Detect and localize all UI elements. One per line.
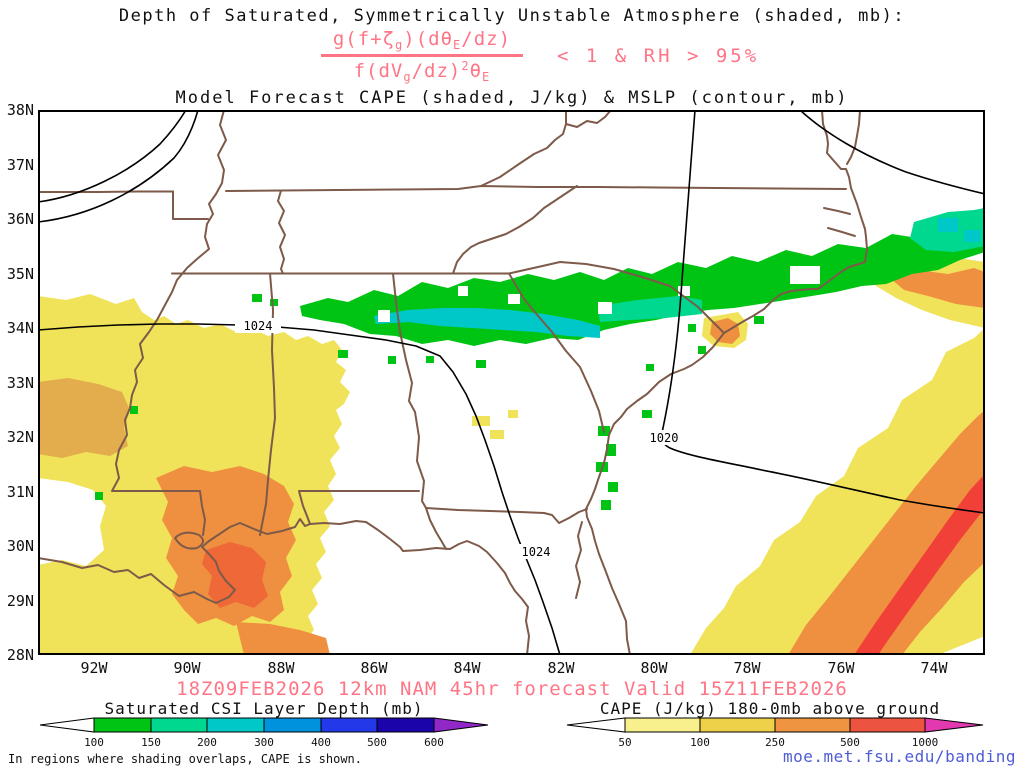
contour-label-1024-south: 1024: [522, 545, 551, 559]
formula-numerator: g(f+ζg)(dθE/dz): [332, 28, 512, 52]
cape-colorbar-segment: [849, 717, 926, 733]
cape-shading: [38, 258, 985, 655]
csi-colorbar-segment: [320, 717, 378, 733]
lat-label: 29N: [6, 592, 34, 610]
cape-spot: [472, 416, 490, 426]
lon-label: 88W: [267, 659, 295, 677]
lon-label: 86W: [360, 659, 388, 677]
lat-label: 30N: [6, 537, 34, 555]
csi-colorbar-segment: [206, 717, 265, 733]
cape-colorbar: [566, 717, 984, 733]
csi-colorbar-arrow-right: [433, 717, 489, 733]
cape-region-west-gold: [38, 378, 130, 458]
lat-label: 32N: [6, 428, 34, 446]
lat-label: 34N: [6, 319, 34, 337]
lat-label: 36N: [6, 210, 34, 228]
cape-west-white-notch: [38, 478, 106, 566]
csi-tick-label: 500: [367, 736, 387, 749]
lon-label: 78W: [733, 659, 761, 677]
page-title: Depth of Saturated, Symmetrically Unstab…: [118, 6, 906, 26]
contour-labels: 1024 1020 1024: [235, 318, 687, 559]
csi-colorbar-segment: [150, 717, 208, 733]
map-canvas: 1024 1020 1024: [38, 110, 985, 655]
csi-colorbar-segment: [93, 717, 152, 733]
csi-tick-label: 300: [254, 736, 274, 749]
formula-denominator: f(dVg/dz)2θE: [353, 59, 491, 84]
subtitle: Model Forecast CAPE (shaded, J/kg) & MSL…: [175, 88, 849, 108]
cape-region-southeast-red: [854, 474, 985, 655]
lon-label: 74W: [920, 659, 948, 677]
csi-formula: g(f+ζg)(dθE/dz) f(dVg/dz)2θE < 1 & RH > …: [40, 28, 1024, 84]
csi-tick-label: 600: [424, 736, 444, 749]
csi-colorbar-arrow-left: [39, 717, 95, 733]
cape-spot: [490, 430, 504, 439]
cape-region-northeast-orange: [890, 268, 985, 308]
lat-label: 33N: [6, 374, 34, 392]
state-borders: [38, 110, 868, 655]
cape-tick-label: 100: [690, 736, 710, 749]
lon-label: 82W: [547, 659, 575, 677]
cape-tick-label: 250: [765, 736, 785, 749]
csi-colorbar-title: Saturated CSI Layer Depth (mb): [104, 699, 424, 718]
csi-colorbar-segment: [376, 717, 435, 733]
csi-colorbar: [39, 717, 489, 733]
fraction-bar: [320, 54, 524, 57]
credit-url[interactable]: moe.met.fsu.edu/banding: [782, 747, 1016, 766]
lon-label: 84W: [453, 659, 481, 677]
csi-band-gaps: [378, 266, 820, 322]
csi-tick-label: 150: [141, 736, 161, 749]
cape-colorbar-segment: [624, 717, 701, 733]
csi-cyan-spot: [964, 230, 980, 242]
formula-fraction: g(f+ζg)(dθE/dz) f(dVg/dz)2θE: [320, 28, 524, 84]
cape-spot: [508, 410, 518, 418]
csi-tick-label: 200: [197, 736, 217, 749]
cape-colorbar-arrow-right: [924, 717, 984, 733]
csi-tick-label: 400: [311, 736, 331, 749]
csi-cyan-spot: [938, 218, 958, 232]
csi-tick-label: 100: [84, 736, 104, 749]
contour-label-1020: 1020: [650, 431, 679, 445]
contour-label-1024-west: 1024: [244, 319, 273, 333]
csi-teal-strip-1: [598, 296, 702, 322]
lat-label: 37N: [6, 156, 34, 174]
lat-label: 28N: [6, 646, 34, 664]
lon-label: 80W: [640, 659, 668, 677]
lat-label: 38N: [6, 101, 34, 119]
cape-region-west-deep-orange: [202, 542, 268, 608]
lat-label: 31N: [6, 483, 34, 501]
lon-label: 92W: [80, 659, 108, 677]
cape-tick-label: 500: [840, 736, 860, 749]
formula-condition: < 1 & RH > 95%: [557, 45, 760, 67]
csi-cyan-core: [374, 308, 600, 338]
cape-colorbar-arrow-left: [566, 717, 626, 733]
forecast-valid-line: 18Z09FEB2026 12km NAM 45hr forecast Vali…: [176, 678, 848, 700]
cape-colorbar-title: CAPE (J/kg) 180-0mb above ground: [599, 699, 941, 718]
cape-tick-label: 50: [618, 736, 632, 749]
cape-colorbar-segment: [774, 717, 851, 733]
overlap-note: In regions where shading overlaps, CAPE …: [8, 752, 363, 766]
cape-tick-label: 1000: [911, 736, 939, 749]
lat-label: 35N: [6, 265, 34, 283]
cape-region-southeast-orange: [788, 410, 985, 655]
cape-region-west-bottom-orange: [236, 622, 330, 655]
csi-colorbar-segment: [263, 717, 322, 733]
map-frame: [38, 110, 985, 655]
lon-label: 90W: [173, 659, 201, 677]
cape-colorbar-segment: [699, 717, 776, 733]
lon-label: 76W: [827, 659, 855, 677]
cape-spot-carolina-orange: [710, 318, 740, 344]
